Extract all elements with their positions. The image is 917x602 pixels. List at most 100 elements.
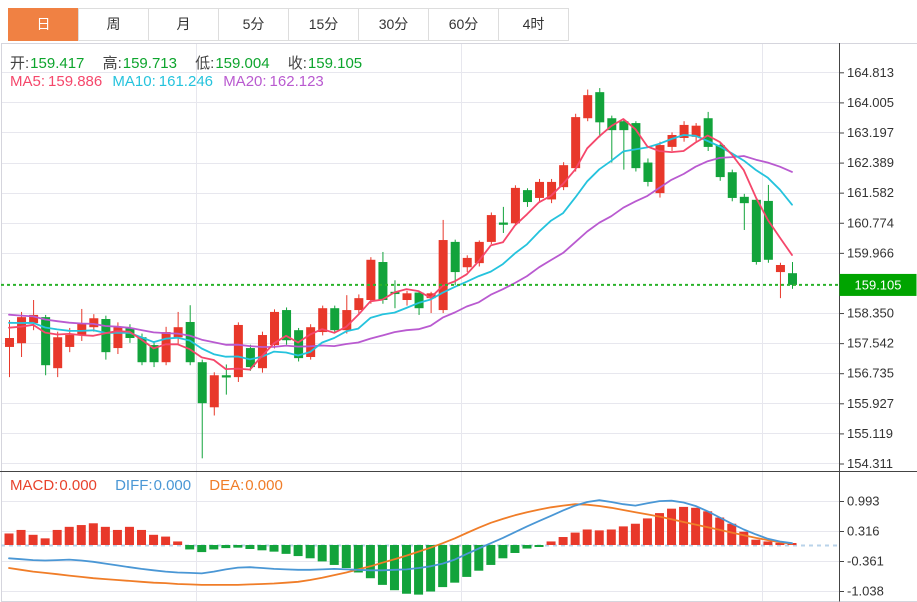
candle-body [17, 317, 27, 344]
candle-body [173, 327, 183, 338]
candle-body [787, 273, 797, 285]
candle-body [643, 162, 653, 182]
open-label: 开: [10, 55, 30, 72]
candle-body [5, 338, 14, 347]
macd-bar [667, 508, 677, 545]
dea-line [8, 503, 793, 586]
candle-body [53, 337, 63, 369]
axis-label: 155.927 [847, 396, 894, 411]
candle-body [221, 375, 231, 378]
ohlc-row: 开:159.417 高:159.713 低:159.004 收:159.105 [10, 52, 363, 73]
axis-label: 163.197 [847, 125, 894, 140]
macd-bar [763, 541, 773, 545]
candle-body [498, 222, 508, 225]
candle-body [535, 181, 545, 198]
ma5-label: MA5: [10, 73, 46, 90]
macd-bar [293, 545, 303, 557]
candle-body [631, 123, 641, 169]
macd-bar [414, 545, 424, 595]
candle-body [366, 259, 376, 301]
macd-bar [377, 545, 387, 585]
candle-body [438, 240, 448, 311]
macd-bar [510, 545, 520, 553]
candle-body [233, 324, 243, 378]
candle-body [522, 190, 532, 203]
candle-body [583, 95, 593, 119]
axis-label: 156.735 [847, 366, 894, 381]
macd-value: 0.000 [59, 477, 97, 494]
candle-body [318, 308, 328, 333]
macd-bar [329, 545, 339, 565]
candle-body [679, 124, 689, 138]
candle-body [294, 330, 304, 359]
macd-bar [137, 529, 147, 545]
candle-body [655, 145, 665, 194]
candle-body [306, 327, 316, 358]
low-label: 低: [195, 55, 215, 72]
macd-bar [245, 545, 255, 549]
tab-60分[interactable]: 60分 [428, 8, 499, 41]
tab-周[interactable]: 周 [78, 8, 149, 41]
macd-bar [486, 545, 496, 565]
macd-bar [64, 526, 74, 545]
macd-bar [438, 545, 448, 588]
candle-body [462, 257, 472, 268]
macd-bar [353, 545, 363, 573]
high-value: 159.713 [122, 55, 177, 72]
candle-body [486, 215, 496, 242]
candle-body [89, 318, 99, 328]
macd-bar [16, 529, 26, 545]
macd-bar [715, 517, 725, 545]
tab-30分[interactable]: 30分 [358, 8, 429, 41]
tab-5分[interactable]: 5分 [218, 8, 289, 41]
axis-label: 159.966 [847, 245, 894, 260]
macd-bar [606, 529, 616, 545]
macd-bar [570, 532, 580, 545]
candle-body [426, 293, 436, 299]
tab-4时[interactable]: 4时 [498, 8, 569, 41]
candle-body [402, 293, 412, 301]
candle-body [197, 362, 207, 404]
candle-body [65, 335, 75, 347]
candle-body [727, 172, 737, 198]
macd-bar [498, 545, 508, 559]
candle-body [342, 310, 352, 331]
current-price-text: 159.105 [855, 277, 902, 292]
tab-15分[interactable]: 15分 [288, 8, 359, 41]
dea-label: DEA: [209, 477, 245, 494]
macd-bar [28, 534, 38, 545]
candle-body [775, 264, 785, 273]
macd-bar [739, 531, 749, 545]
high-label: 高: [102, 55, 122, 72]
candle-body [450, 241, 460, 273]
candle-body [185, 321, 195, 363]
ma20-label: MA20: [223, 73, 267, 90]
candle-body [607, 118, 617, 131]
macd-bar [546, 541, 556, 545]
macd-bar [124, 526, 134, 545]
tab-日[interactable]: 日 [8, 8, 79, 41]
diff-line [8, 499, 793, 575]
candle-body [619, 121, 629, 131]
macd-bar [727, 523, 737, 545]
macd-bar [751, 539, 761, 545]
macd-bar [317, 545, 327, 562]
macd-bar [450, 545, 460, 583]
candle-body [378, 262, 388, 301]
ma20-value: 162.123 [269, 73, 324, 90]
macd-bar [341, 545, 351, 569]
ma10-line [8, 134, 793, 361]
diff-value: 0.000 [153, 477, 192, 494]
axis-label: 0.316 [847, 523, 880, 538]
macd-bar [305, 545, 315, 559]
axis-label: 162.389 [847, 155, 894, 170]
axis-label: 154.311 [847, 456, 893, 471]
candle-body [77, 323, 87, 336]
macd-bar [474, 545, 484, 571]
dea-value: 0.000 [245, 477, 283, 494]
candle-body [510, 187, 520, 224]
macd-bar [558, 537, 568, 545]
macd-bar [161, 536, 171, 545]
macd-bar [691, 507, 701, 545]
tab-月[interactable]: 月 [148, 8, 219, 41]
